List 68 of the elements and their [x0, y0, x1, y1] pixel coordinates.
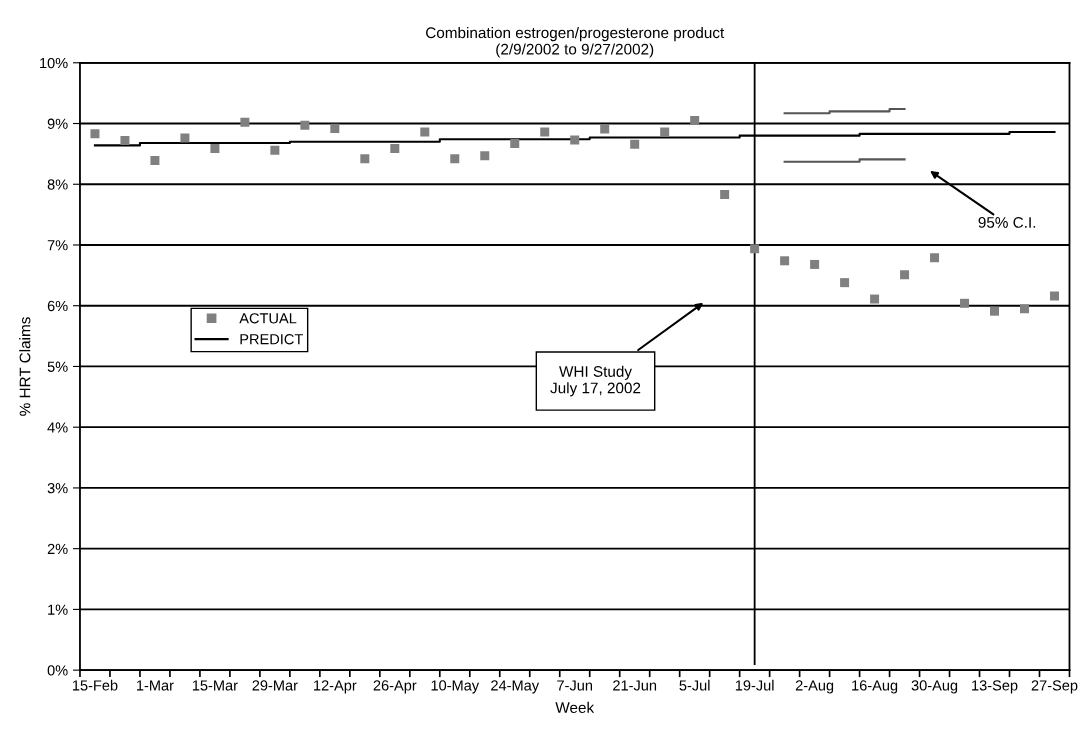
point — [450, 154, 460, 164]
annotation: 95% C.I. — [978, 217, 1036, 228]
point — [630, 139, 640, 149]
x-tick-label: 12-Apr — [314, 680, 357, 694]
x-tick-label: 30-Aug — [911, 680, 958, 694]
x-axis-title: Week — [555, 701, 595, 714]
point — [1020, 304, 1030, 314]
point — [420, 127, 430, 137]
point — [660, 127, 670, 137]
point — [510, 139, 520, 149]
x-tick-label: 15-Mar — [192, 680, 238, 691]
point — [210, 143, 220, 153]
point — [930, 253, 940, 263]
x-tick-label: 29-Mar — [252, 680, 298, 691]
x-tick-label: 10-May — [431, 680, 480, 694]
y-tick-label: 5% — [47, 361, 68, 372]
x-tick-label: 24-May — [491, 680, 540, 694]
chart-title: Combination estrogen/progesterone product (2/9/2002 to 9/27/2002) — [426, 26, 725, 58]
x-tick-label: 13-Sep — [972, 680, 1018, 694]
y-tick-label: 1% — [48, 604, 68, 615]
x-tick-label: 16-Aug — [852, 680, 898, 694]
point — [900, 270, 910, 280]
x-tick-label: 7-Jun — [557, 680, 593, 691]
y-tick-label: 3% — [47, 483, 68, 494]
point — [150, 156, 160, 166]
y-tick-label: 7% — [47, 240, 68, 251]
point — [1049, 291, 1059, 301]
point — [90, 129, 100, 139]
x-tick-label: 1-Mar — [137, 680, 174, 691]
y-tick-label: 8% — [47, 179, 68, 190]
point — [870, 294, 880, 304]
point — [480, 151, 490, 161]
point — [810, 259, 820, 269]
x-tick-label: 26-Apr — [373, 680, 417, 694]
x-tick-label: 2-Aug — [795, 680, 834, 694]
point — [300, 120, 310, 130]
point — [390, 143, 400, 153]
y-tick-label: 0% — [47, 665, 68, 676]
x-tick-label: 15-Feb — [72, 679, 118, 691]
point — [990, 306, 1000, 316]
y-axis-title: % HRT Claims — [19, 317, 31, 416]
y-tick-label: 9% — [47, 118, 68, 129]
point — [780, 256, 790, 266]
point — [330, 123, 340, 133]
point — [270, 145, 280, 155]
y-tick-label: 2% — [47, 543, 68, 555]
point — [540, 127, 550, 137]
point — [840, 278, 850, 288]
point — [120, 136, 130, 146]
y-tick-label: 10% — [40, 57, 68, 69]
legend-label: ACTUAL — [239, 313, 297, 324]
point — [750, 244, 760, 254]
point — [240, 117, 250, 127]
x-tick-label: 21-Jun — [613, 680, 657, 691]
legend-label: PREDICT — [240, 334, 303, 345]
point — [690, 115, 700, 125]
x-tick-label: 19-Jul — [735, 679, 774, 691]
annotation: WHI Study July 17, 2002 — [550, 365, 641, 397]
point — [960, 298, 970, 308]
point — [360, 154, 370, 164]
point — [600, 124, 610, 134]
point — [570, 135, 580, 145]
point — [720, 190, 730, 200]
y-tick-label: 6% — [47, 300, 68, 312]
x-tick-label: 27-Sep — [1031, 680, 1078, 694]
y-tick-label: 4% — [47, 422, 68, 433]
x-tick-label: 5-Jul — [679, 679, 710, 691]
point — [180, 133, 190, 143]
